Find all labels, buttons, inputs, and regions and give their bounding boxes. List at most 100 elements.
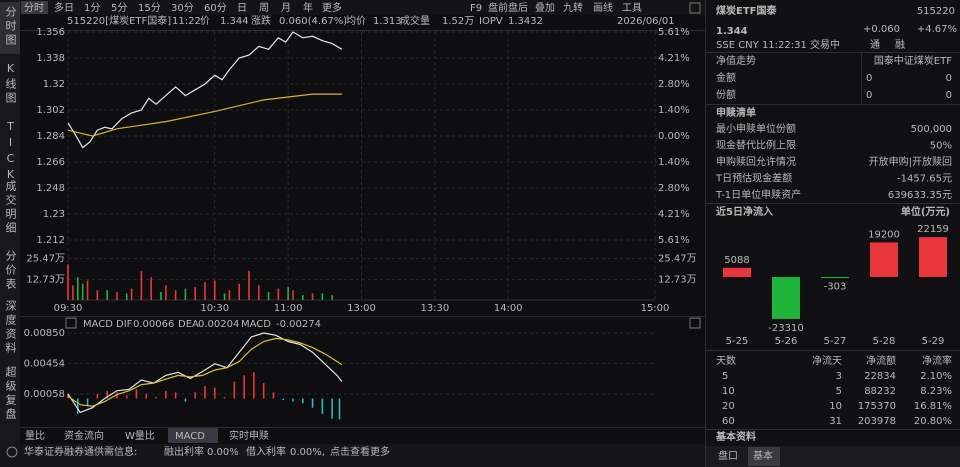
y-tick-label: 0.00058 (24, 389, 65, 400)
y2-tick-label: 1.40% (658, 105, 690, 116)
tool-button[interactable]: 九转 (563, 1, 583, 14)
period-tab[interactable]: 分时 (24, 2, 44, 14)
badge: 融 (895, 39, 905, 51)
status-borrow-label: 借入利率 (246, 445, 286, 458)
period-tab[interactable]: 月 (281, 2, 291, 14)
row-value: 0 (946, 73, 952, 84)
macd-bar (213, 387, 216, 399)
fund-code: 515220 (917, 6, 955, 17)
tool-button[interactable]: 工具 (622, 2, 642, 14)
period-tab[interactable]: 1分 (84, 2, 100, 14)
macd-bar (155, 396, 157, 399)
value-label: 19200 (868, 229, 900, 240)
volume-bar (292, 290, 294, 300)
macd-bar (204, 386, 206, 399)
volume-tick-label: 12.73万 (26, 274, 65, 285)
volume-bar (302, 295, 304, 300)
row-label: 最小申赎单位份额 (716, 122, 796, 135)
tool-button[interactable]: 叠加 (535, 2, 555, 14)
period-tab[interactable]: 更多 (322, 1, 342, 14)
y2-tick-label: 2.80% (658, 183, 690, 194)
table-cell: 16.81% (914, 401, 952, 412)
x-tick-label: 10:30 (200, 303, 229, 314)
y-tick-label: 0.00454 (24, 359, 65, 370)
badge: 通 (870, 39, 880, 51)
quote-change: 0.060(4.67%) (279, 16, 347, 27)
volume-bar (67, 264, 69, 300)
sidebar-tab[interactable]: TICK (4, 120, 17, 184)
table-header: 天数 (716, 354, 736, 367)
tool-button[interactable]: 盘前盘后 (488, 1, 528, 14)
period-tab[interactable]: 5分 (111, 2, 127, 14)
volume-bar (321, 293, 324, 300)
y-tick-label: 1.284 (36, 131, 65, 142)
y-tick-label: 1.302 (36, 105, 65, 116)
help-icon (65, 317, 77, 329)
volume-bar (223, 293, 226, 300)
fund-meta: SSE CNY 11:22:31 交易中 (716, 38, 840, 51)
table-cell: 203978 (858, 416, 896, 427)
y2-tick-label: 4.21% (658, 53, 690, 64)
quote-time: 11:22 (172, 16, 201, 27)
value-label: 5088 (724, 255, 749, 266)
macd-macd-label: MACD (241, 319, 271, 330)
row-value: 639633.35元 (888, 190, 952, 201)
macd-bar (292, 398, 294, 402)
quote-avg-label: 均价 (346, 15, 366, 27)
bar (919, 237, 947, 277)
panel-tab[interactable]: 盘口 (718, 449, 738, 462)
quote-price: 1.344 (220, 16, 249, 27)
bottom-tab[interactable]: W量比 (125, 430, 155, 442)
macd-bar (86, 398, 89, 407)
right-panel (706, 0, 960, 467)
panel-tab[interactable]: 基本 (753, 449, 773, 462)
macd-bar (145, 393, 148, 399)
active-tab (0, 2, 20, 54)
macd-bar (331, 398, 333, 419)
volume-bar (287, 287, 289, 300)
quote-date: 2026/06/01 (617, 16, 675, 27)
bar (772, 277, 800, 319)
period-tab[interactable]: 年 (303, 1, 313, 14)
row-value: 0 (866, 90, 872, 101)
volume-bar (72, 285, 74, 300)
sidebar-tab[interactable]: 成交明细 (4, 180, 17, 236)
series-line (67, 332, 343, 414)
close-icon (689, 317, 701, 329)
volume-bar (257, 285, 260, 300)
macd-bar (174, 392, 177, 399)
table-header: 净流率 (922, 354, 952, 367)
period-tab[interactable]: 30分 (171, 2, 194, 14)
bottom-tab[interactable]: 量比 (25, 430, 45, 442)
row-label: 金额 (716, 71, 736, 84)
bar (870, 242, 898, 277)
bottom-tab[interactable]: 资金流向 (64, 429, 104, 442)
row-value: 50% (930, 141, 952, 152)
section-title: 申赎清单 (716, 106, 756, 119)
status-link[interactable]: 点击查看更多 (330, 445, 390, 458)
volume-bar (228, 290, 231, 300)
sidebar-tab[interactable]: 超级复盘 (4, 365, 17, 422)
sidebar-tab[interactable]: K线图 (4, 62, 17, 106)
y-tick-label: 1.356 (36, 27, 65, 38)
bottom-tab[interactable]: 实时申赎 (229, 429, 269, 442)
sidebar-tab[interactable]: 分时图 (4, 6, 17, 48)
period-tab[interactable]: 日 (237, 3, 247, 14)
sidebar-tab[interactable]: 深度资料 (4, 300, 17, 356)
tool-button[interactable]: F9 (470, 3, 482, 14)
bottom-tab[interactable]: MACD (175, 431, 205, 442)
period-tab[interactable]: 周 (259, 2, 269, 14)
period-tab[interactable]: 15分 (138, 2, 161, 14)
table-cell: 31 (829, 416, 842, 427)
row-value: 开放申购|开放赎回 (869, 155, 952, 168)
period-tab[interactable]: 60分 (204, 2, 227, 14)
y-tick-label: 1.32 (43, 79, 65, 90)
tool-button[interactable]: 画线 (593, 1, 613, 14)
macd-bar (165, 390, 167, 399)
volume-bar (116, 291, 118, 300)
macd-dea-label: DEA (178, 319, 199, 330)
volume-bar (331, 295, 333, 300)
period-tab[interactable]: 多日 (54, 1, 74, 14)
sidebar-tab[interactable]: 分价表 (4, 250, 17, 292)
